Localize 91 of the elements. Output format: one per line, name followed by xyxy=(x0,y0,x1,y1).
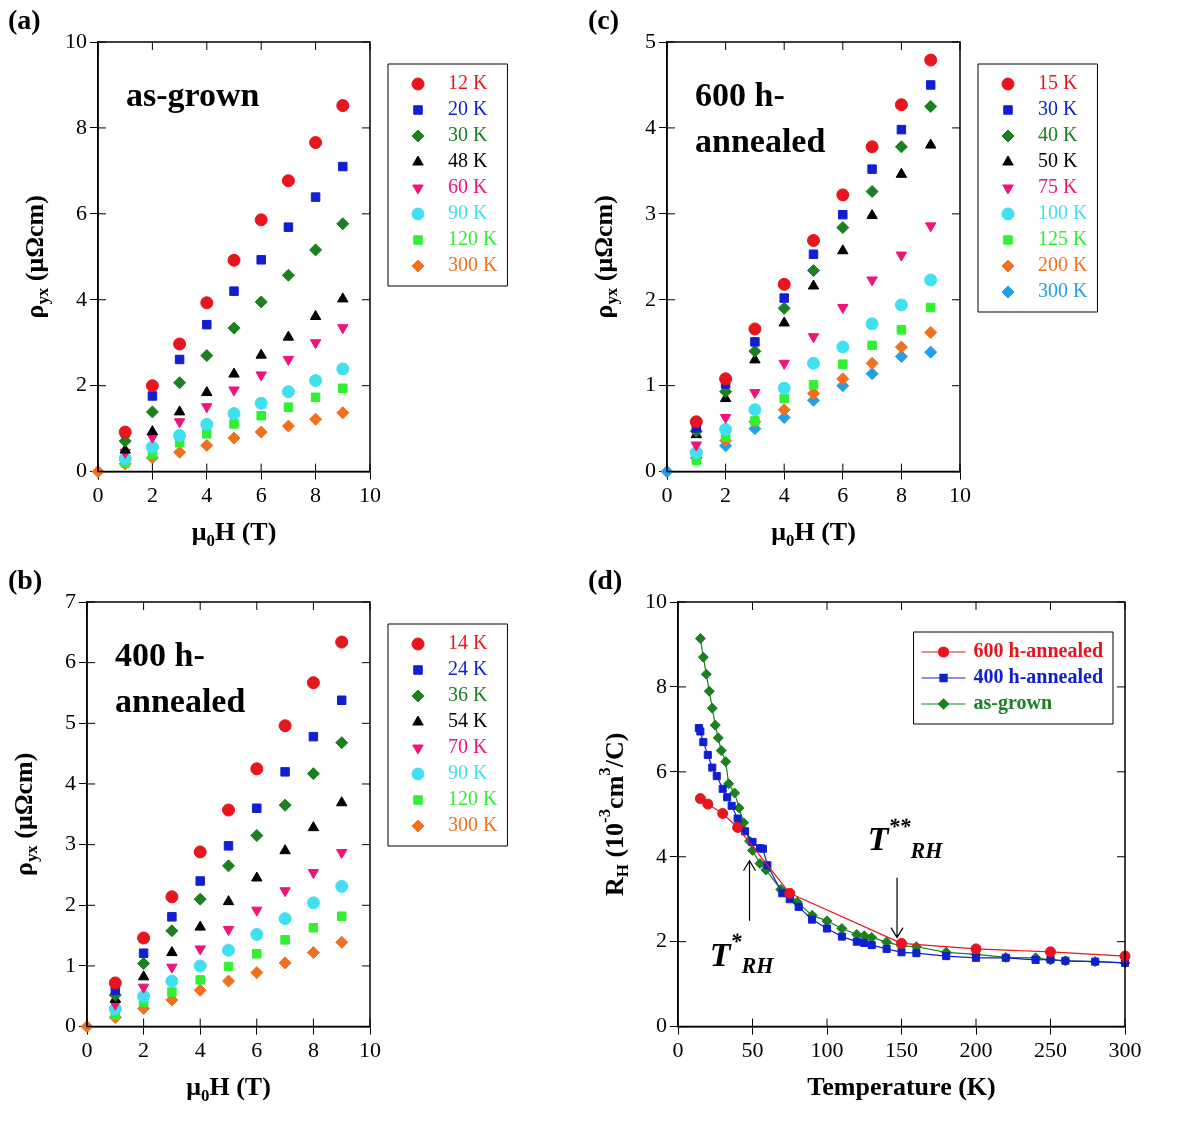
x-tick-label: 10 xyxy=(949,481,971,507)
legend-label: 400 h-annealed xyxy=(973,665,1104,688)
x-tick-label: 6 xyxy=(837,481,849,507)
annotation: 600 h-annealed xyxy=(695,75,826,159)
annotation: as-grown xyxy=(126,75,260,113)
y-tick-label: 3 xyxy=(645,199,656,225)
y-tick-label: 8 xyxy=(76,113,87,139)
legend-label: 120 K xyxy=(448,787,498,810)
y-axis-title: ρyx (μΩcm) xyxy=(8,752,42,876)
legend-label: 300 K xyxy=(1038,279,1088,302)
y-tick-label: 0 xyxy=(76,457,87,483)
chart-title: (a) xyxy=(8,4,41,36)
annotation: 400 h-annealed xyxy=(115,635,246,719)
legend-label: 12 K xyxy=(448,71,488,94)
x-tick-label: 0 xyxy=(92,481,104,507)
y-tick-label: 10 xyxy=(65,27,87,53)
chart-title: (c) xyxy=(588,4,620,36)
legend-label: 30 K xyxy=(1038,97,1078,120)
x-tick-label: 50 xyxy=(741,1036,764,1062)
y-tick-label: 2 xyxy=(645,285,656,311)
annotation: T**RH xyxy=(867,813,944,863)
legend-label: as-grown xyxy=(973,691,1053,715)
x-tick-label: 200 xyxy=(959,1036,993,1062)
x-tick-label: 250 xyxy=(1034,1036,1067,1062)
legend-label: 90 K xyxy=(448,761,488,784)
legend-label: 30 K xyxy=(448,123,488,146)
y-axis-title: RH (10-3cm3/C) xyxy=(594,732,633,897)
legend-label: 50 K xyxy=(1038,149,1078,172)
x-tick-label: 4 xyxy=(778,481,790,507)
x-tick-label: 2 xyxy=(720,481,732,507)
legend-label: 70 K xyxy=(448,735,488,758)
x-axis-title: Temperature (K) xyxy=(807,1072,996,1102)
x-tick-label: 2 xyxy=(146,481,158,507)
x-tick-label: 4 xyxy=(201,481,213,507)
y-tick-label: 2 xyxy=(65,891,76,917)
y-tick-label: 0 xyxy=(645,457,656,483)
legend-label: 300 K xyxy=(448,253,498,276)
y-tick-label: 5 xyxy=(65,709,76,735)
y-tick-label: 5 xyxy=(645,27,656,53)
y-tick-label: 10 xyxy=(645,587,667,613)
legend-label: 48 K xyxy=(448,149,488,172)
legend-label: 200 K xyxy=(1038,253,1088,276)
x-tick-label: 300 xyxy=(1108,1036,1142,1062)
y-tick-label: 8 xyxy=(656,672,667,698)
x-tick-label: 10 xyxy=(359,481,381,507)
y-tick-label: 2 xyxy=(76,371,87,397)
x-tick-label: 6 xyxy=(255,481,267,507)
y-tick-label: 1 xyxy=(645,371,656,397)
x-tick-label: 150 xyxy=(885,1036,918,1062)
legend-label: 20 K xyxy=(448,97,488,120)
legend-label: 14 K xyxy=(448,631,488,654)
x-tick-label: 10 xyxy=(359,1036,381,1062)
x-tick-label: 0 xyxy=(672,1036,684,1062)
y-tick-label: 6 xyxy=(76,199,87,225)
x-tick-label: 8 xyxy=(895,481,907,507)
legend-label: 36 K xyxy=(448,683,488,706)
annotation: T*RH xyxy=(709,928,775,978)
y-tick-label: 4 xyxy=(76,285,87,311)
y-axis-title: ρyx (μΩcm) xyxy=(588,195,622,319)
legend-label: 90 K xyxy=(448,201,488,224)
chart-title: (d) xyxy=(588,564,623,596)
legend-label: 100 K xyxy=(1038,201,1088,224)
y-tick-label: 2 xyxy=(656,927,667,953)
legend-label: 120 K xyxy=(448,227,498,250)
x-tick-label: 2 xyxy=(138,1036,150,1062)
x-tick-label: 4 xyxy=(194,1036,206,1062)
x-tick-label: 8 xyxy=(307,1036,319,1062)
legend-label: 600 h-annealed xyxy=(973,639,1104,662)
x-tick-label: 100 xyxy=(810,1036,844,1062)
y-tick-label: 4 xyxy=(656,842,667,868)
legend-label: 300 K xyxy=(448,813,498,836)
x-tick-label: 6 xyxy=(251,1036,263,1062)
y-tick-label: 7 xyxy=(65,587,76,613)
legend-label: 15 K xyxy=(1038,71,1078,94)
legend-label: 40 K xyxy=(1038,123,1078,146)
legend-label: 54 K xyxy=(448,709,488,732)
y-tick-label: 0 xyxy=(65,1012,76,1038)
x-tick-label: 8 xyxy=(310,481,322,507)
y-tick-label: 4 xyxy=(65,769,76,795)
legend-label: 75 K xyxy=(1038,175,1078,198)
y-tick-label: 0 xyxy=(656,1012,667,1038)
y-tick-label: 6 xyxy=(65,648,76,674)
legend-label: 125 K xyxy=(1038,227,1088,250)
legend-label: 24 K xyxy=(448,657,488,680)
y-tick-label: 4 xyxy=(645,113,656,139)
y-axis-title: ρyx (μΩcm) xyxy=(19,195,53,319)
legend-label: 60 K xyxy=(448,175,488,198)
y-tick-label: 1 xyxy=(65,951,76,977)
chart-title: (b) xyxy=(8,564,43,596)
y-tick-label: 3 xyxy=(65,830,76,856)
y-tick-label: 6 xyxy=(656,757,667,783)
